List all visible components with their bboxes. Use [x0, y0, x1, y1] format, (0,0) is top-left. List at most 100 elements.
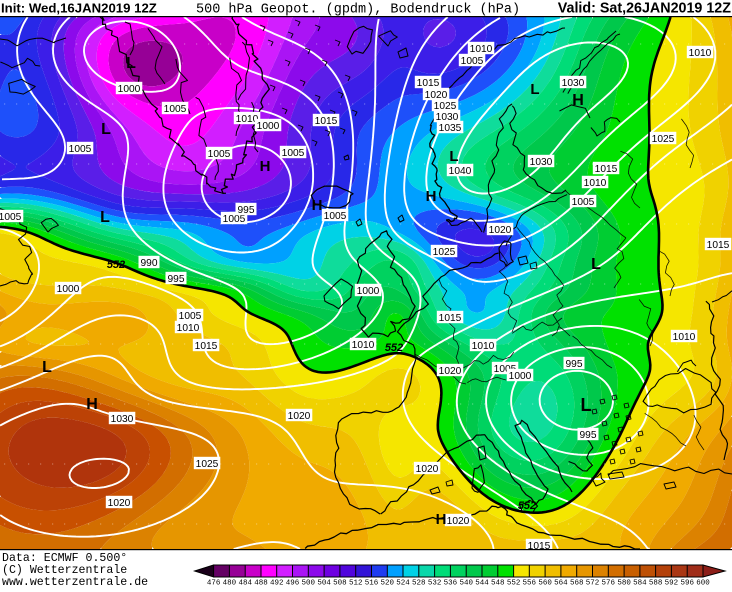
svg-text:492: 492	[270, 580, 284, 588]
svg-text:1005: 1005	[461, 56, 484, 67]
svg-text:L: L	[100, 209, 110, 226]
svg-text:1000: 1000	[357, 286, 380, 297]
svg-text:1005: 1005	[223, 214, 246, 225]
svg-text:1005: 1005	[324, 211, 347, 222]
svg-text:995: 995	[168, 274, 185, 285]
svg-text:1030: 1030	[562, 78, 585, 89]
svg-text:1000: 1000	[118, 84, 141, 95]
svg-text:552: 552	[107, 259, 125, 271]
svg-text:995: 995	[238, 205, 255, 216]
svg-text:L: L	[591, 256, 601, 273]
svg-text:1010: 1010	[673, 332, 696, 343]
svg-text:(C) Wetterzentrale: (C) Wetterzentrale	[2, 564, 127, 577]
svg-text:1015: 1015	[595, 164, 618, 175]
svg-text:1025: 1025	[196, 459, 219, 470]
svg-text:1030: 1030	[530, 157, 553, 168]
svg-text:540: 540	[459, 580, 473, 588]
svg-text:1000: 1000	[57, 284, 80, 295]
svg-text:L: L	[126, 55, 136, 72]
svg-text:532: 532	[428, 580, 442, 588]
svg-text:1020: 1020	[288, 411, 311, 422]
svg-text:H: H	[572, 92, 584, 109]
svg-text:524: 524	[396, 580, 410, 588]
svg-text:1005: 1005	[69, 144, 92, 155]
svg-text:995: 995	[580, 430, 597, 441]
svg-text:1010: 1010	[352, 340, 375, 351]
svg-text:544: 544	[475, 580, 489, 588]
svg-text:1000: 1000	[509, 371, 532, 382]
svg-text:560: 560	[538, 580, 552, 588]
svg-text:500 hPa Geopot. (gpdm), Bodend: 500 hPa Geopot. (gpdm), Bodendruck (hPa)	[196, 3, 520, 18]
svg-text:1005: 1005	[208, 149, 231, 160]
svg-text:H: H	[426, 188, 437, 205]
svg-text:1015: 1015	[315, 116, 338, 127]
svg-text:L: L	[101, 121, 111, 138]
svg-text:1015: 1015	[528, 541, 551, 552]
svg-text:L: L	[449, 148, 458, 165]
svg-text:516: 516	[365, 580, 379, 588]
svg-text:484: 484	[238, 580, 252, 588]
svg-text:1025: 1025	[433, 247, 456, 258]
svg-text:1005: 1005	[0, 212, 22, 223]
svg-text:Data: ECMWF 0.500°: Data: ECMWF 0.500°	[2, 552, 127, 565]
svg-text:1030: 1030	[436, 112, 459, 123]
svg-text:592: 592	[665, 580, 679, 588]
svg-text:1030: 1030	[111, 414, 134, 425]
svg-text:1010: 1010	[177, 323, 200, 334]
svg-text:552: 552	[507, 580, 521, 588]
svg-text:528: 528	[412, 580, 426, 588]
svg-text:1010: 1010	[236, 114, 259, 125]
svg-text:1010: 1010	[689, 48, 712, 59]
svg-text:990: 990	[141, 258, 158, 269]
svg-text:1015: 1015	[417, 78, 440, 89]
svg-text:536: 536	[444, 580, 458, 588]
svg-text:H: H	[436, 511, 447, 528]
svg-text:556: 556	[523, 580, 537, 588]
svg-text:1015: 1015	[707, 240, 730, 251]
svg-text:1025: 1025	[434, 101, 457, 112]
svg-text:1020: 1020	[439, 366, 462, 377]
svg-text:1020: 1020	[489, 225, 512, 236]
svg-text:1010: 1010	[584, 178, 607, 189]
svg-text:1005: 1005	[164, 104, 187, 115]
svg-text:1015: 1015	[439, 313, 462, 324]
svg-text:Valid: Sat,26JAN2019 12Z: Valid: Sat,26JAN2019 12Z	[558, 1, 732, 17]
svg-text:H: H	[86, 396, 98, 413]
svg-text:600: 600	[696, 580, 710, 588]
svg-text:552: 552	[385, 342, 403, 354]
svg-text:596: 596	[680, 580, 694, 588]
svg-text:1020: 1020	[447, 516, 470, 527]
svg-text:564: 564	[554, 580, 568, 588]
svg-text:L: L	[530, 81, 539, 98]
svg-text:552: 552	[518, 500, 536, 512]
svg-text:1010: 1010	[470, 44, 493, 55]
svg-text:1040: 1040	[449, 166, 472, 177]
svg-text:588: 588	[649, 580, 663, 588]
svg-text:1020: 1020	[425, 90, 448, 101]
svg-text:www.wetterzentrale.de: www.wetterzentrale.de	[2, 576, 148, 587]
svg-text:520: 520	[381, 580, 395, 588]
svg-text:476: 476	[207, 580, 221, 588]
svg-text:1005: 1005	[572, 197, 595, 208]
svg-text:568: 568	[570, 580, 584, 588]
svg-text:496: 496	[286, 580, 300, 588]
svg-text:L: L	[42, 359, 52, 376]
svg-text:1000: 1000	[257, 121, 280, 132]
svg-text:1015: 1015	[195, 341, 218, 352]
svg-text:L: L	[581, 395, 592, 415]
svg-text:480: 480	[223, 580, 237, 588]
svg-text:1025: 1025	[652, 134, 675, 145]
svg-text:1020: 1020	[416, 464, 439, 475]
svg-text:576: 576	[602, 580, 616, 588]
svg-text:572: 572	[586, 580, 600, 588]
svg-text:1020: 1020	[108, 498, 131, 509]
svg-text:1035: 1035	[439, 123, 462, 134]
svg-text:995: 995	[566, 359, 583, 370]
svg-text:500: 500	[302, 580, 316, 588]
svg-text:H: H	[260, 158, 271, 175]
svg-text:1010: 1010	[472, 341, 495, 352]
svg-text:508: 508	[333, 580, 347, 588]
svg-text:1005: 1005	[282, 148, 305, 159]
svg-text:584: 584	[633, 580, 647, 588]
svg-text:Init: Wed,16JAN2019 12Z: Init: Wed,16JAN2019 12Z	[1, 1, 157, 16]
